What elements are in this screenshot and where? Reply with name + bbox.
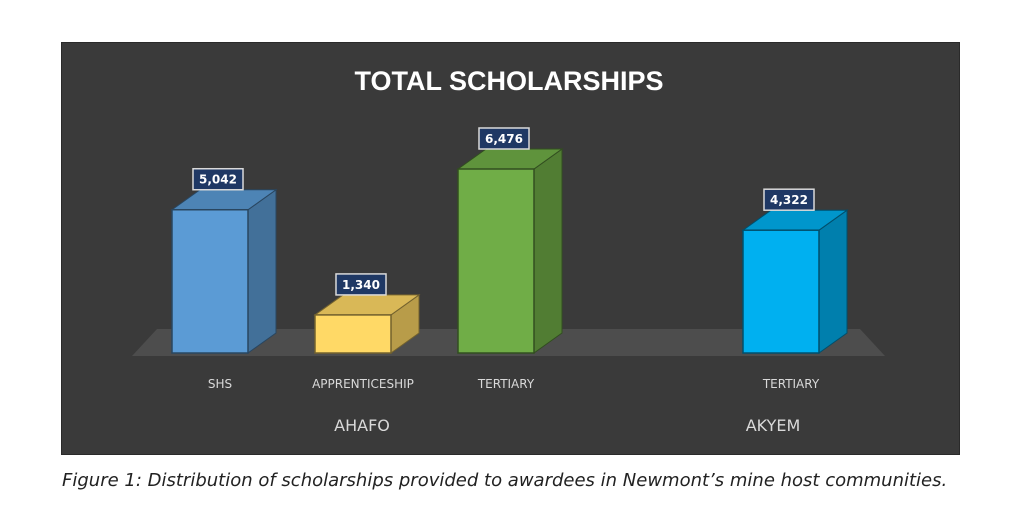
data-label-box-1 bbox=[335, 273, 387, 296]
chart-panel: TOTAL SCHOLARSHIPS 5,042 SHS 1,340 APPRENTI… bbox=[61, 42, 960, 455]
bar-side-3 bbox=[818, 209, 848, 354]
category-label-1: APPRENTICESHIP bbox=[312, 377, 414, 391]
group-label-akyem: AKYEM bbox=[746, 416, 801, 435]
bar-side-0 bbox=[247, 188, 277, 354]
data-label-box-0 bbox=[192, 167, 244, 191]
bar-2 bbox=[457, 168, 535, 354]
category-label-0: SHS bbox=[208, 377, 232, 391]
data-label-box-2 bbox=[478, 127, 530, 150]
bars-layer bbox=[170, 148, 849, 354]
data-label-2: 6,476 bbox=[485, 132, 523, 146]
data-label-0: 5,042 bbox=[199, 173, 237, 187]
chart-title: TOTAL SCHOLARSHIPS bbox=[354, 66, 663, 96]
category-label-2: TERTIARY bbox=[477, 377, 535, 391]
labels-layer: 5,042 SHS 1,340 APPRENTICESHIP 6,476 TERTIARY… bbox=[192, 127, 820, 435]
data-label-3: 4,322 bbox=[770, 193, 808, 207]
bar-0 bbox=[171, 208, 249, 354]
data-label-box-3 bbox=[763, 188, 815, 211]
category-label-3: TERTIARY bbox=[762, 377, 820, 391]
group-label-ahafo: AHAFO bbox=[334, 416, 390, 435]
bar-side-2 bbox=[533, 148, 563, 354]
figure-caption: Figure 1: Distribution of scholarships p… bbox=[62, 470, 948, 491]
data-label-1: 1,340 bbox=[342, 278, 380, 292]
bar-3 bbox=[742, 229, 820, 354]
chart-svg: TOTAL SCHOLARSHIPS 5,042 SHS 1,340 APPRENTI… bbox=[132, 66, 885, 435]
bar-1 bbox=[314, 314, 392, 354]
